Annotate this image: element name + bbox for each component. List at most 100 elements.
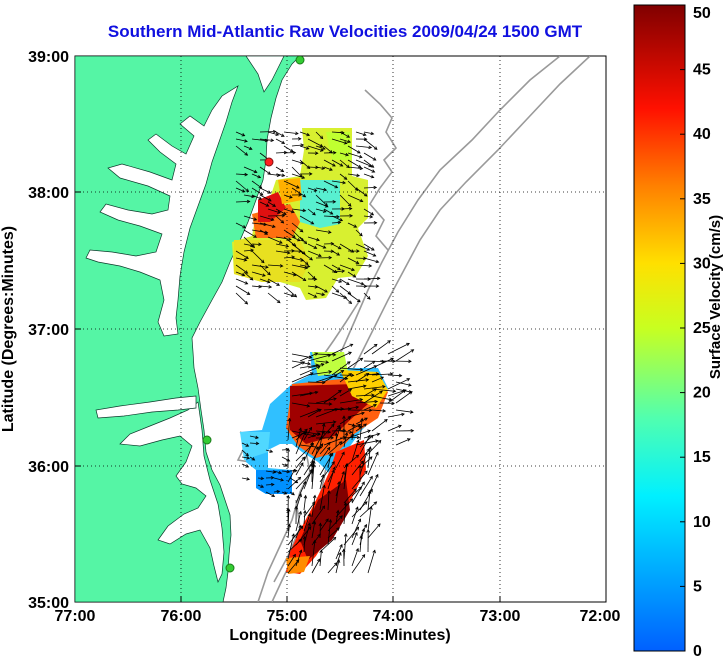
velocity-arrow [347,159,362,168]
velocity-arrow-head [409,391,413,395]
y-axis-label: Latitude (Degrees:Minutes) [0,226,17,432]
velocity-arrow [235,257,247,261]
velocity-arrow-head [267,198,272,202]
velocity-arrow-head [302,431,306,436]
velocity-arrow-head [366,247,371,251]
velocity-arrow [283,145,294,153]
velocity-arrow-head [373,501,378,505]
velocity-arrow [307,236,320,241]
velocity-arrow-head [358,464,362,468]
velocity-arrow-head [362,384,367,389]
velocity-arrow-head [375,284,380,288]
velocity-arrow-head [373,221,378,225]
velocity-arrow [319,485,325,511]
velocity-arrow-head [267,271,271,276]
velocity-arrow-head [298,249,303,253]
velocity-arrow [303,510,306,525]
velocity-arrow-head [369,214,374,219]
velocity-arrow [251,229,268,234]
velocity-arrow-head [363,501,368,505]
velocity-arrow-head [321,422,326,427]
velocity-arrow [311,521,316,539]
velocity-arrow-head [360,281,365,286]
velocity-arrow [347,430,371,439]
velocity-arrow-head [286,469,291,474]
velocity-arrow [249,442,259,444]
velocity-arrow-head [253,169,258,174]
velocity-arrow [241,456,250,459]
velocity-arrow [291,257,304,261]
velocity-arrow [355,229,363,237]
velocity-arrow [331,264,341,271]
velocity-arrow [339,264,355,271]
velocity-arrow-head [288,237,292,241]
velocity-arrow-head [359,166,364,171]
velocity-arrow-head [306,264,311,268]
velocity-arrow-head [332,163,336,167]
velocity-arrow-head [301,251,306,255]
velocity-arrow-head [373,404,377,408]
velocity-arrow [265,449,273,453]
velocity-arrow-head [336,527,340,531]
velocity-arrow [295,550,302,567]
velocity-arrow [295,511,302,532]
velocity-arrow [331,351,352,362]
velocity-arrow-head [398,373,403,378]
velocity-arrow [251,194,262,200]
x-tick-label: 74:00 [373,608,414,625]
velocity-arrow [257,477,264,479]
velocity-arrow-head [355,547,359,552]
velocity-arrow [299,257,309,265]
velocity-arrow-head [375,473,379,478]
velocity-arrow-head [298,193,302,197]
velocity-arrow-head [324,289,328,293]
velocity-arrow [343,527,359,546]
velocity-arrow [331,243,342,250]
velocity-arrow [355,145,372,148]
velocity-arrow-head [356,249,360,253]
velocity-arrow [299,364,319,369]
velocity-arrow-head [357,518,362,523]
velocity-arrow [315,285,328,293]
velocity-arrow [299,391,318,397]
velocity-arrow-head [283,491,288,495]
velocity-arrow [331,343,353,355]
velocity-arrow [387,374,402,377]
velocity-arrow-head [312,211,316,216]
velocity-arrow-head [341,269,346,274]
velocity-arrow-head [311,460,316,464]
velocity-arrow-head [335,289,340,293]
velocity-arrow [319,442,331,455]
velocity-arrow-head [301,361,306,365]
velocity-arrow-head [382,385,386,389]
velocity-arrow [315,187,327,191]
velocity-arrow [315,408,338,418]
velocity-arrow [307,208,316,216]
velocity-arrows [235,129,415,574]
x-tick-label: 75:00 [267,608,308,625]
velocity-arrow-head [334,432,339,437]
velocity-arrow-head [375,451,379,456]
velocity-arrow-head [332,466,336,471]
velocity-arrow [307,409,322,418]
velocity-arrow-head [328,370,333,374]
velocity-arrow-head [372,549,376,554]
velocity-arrow-head [355,506,359,511]
velocity-arrow-head [314,352,319,356]
velocity-arrow-head [251,457,256,461]
velocity-arrow [307,363,324,369]
velocity-arrow [315,145,326,150]
velocity-arrow-head [310,221,315,225]
velocity-arrow-head [371,169,376,173]
velocity-arrow-head [260,476,265,481]
velocity-arrow [235,250,249,259]
velocity-arrow [335,427,341,441]
velocity-arrow [323,264,338,273]
velocity-arrow [351,470,368,490]
velocity-arrow-head [370,174,375,179]
velocity-arrow [311,443,324,462]
velocity-arrow [243,271,254,281]
colorbar-label: Surface Velocity (cm/s) [707,215,724,379]
velocity-arrow [291,187,306,198]
velocity-arrow-head [318,522,323,527]
